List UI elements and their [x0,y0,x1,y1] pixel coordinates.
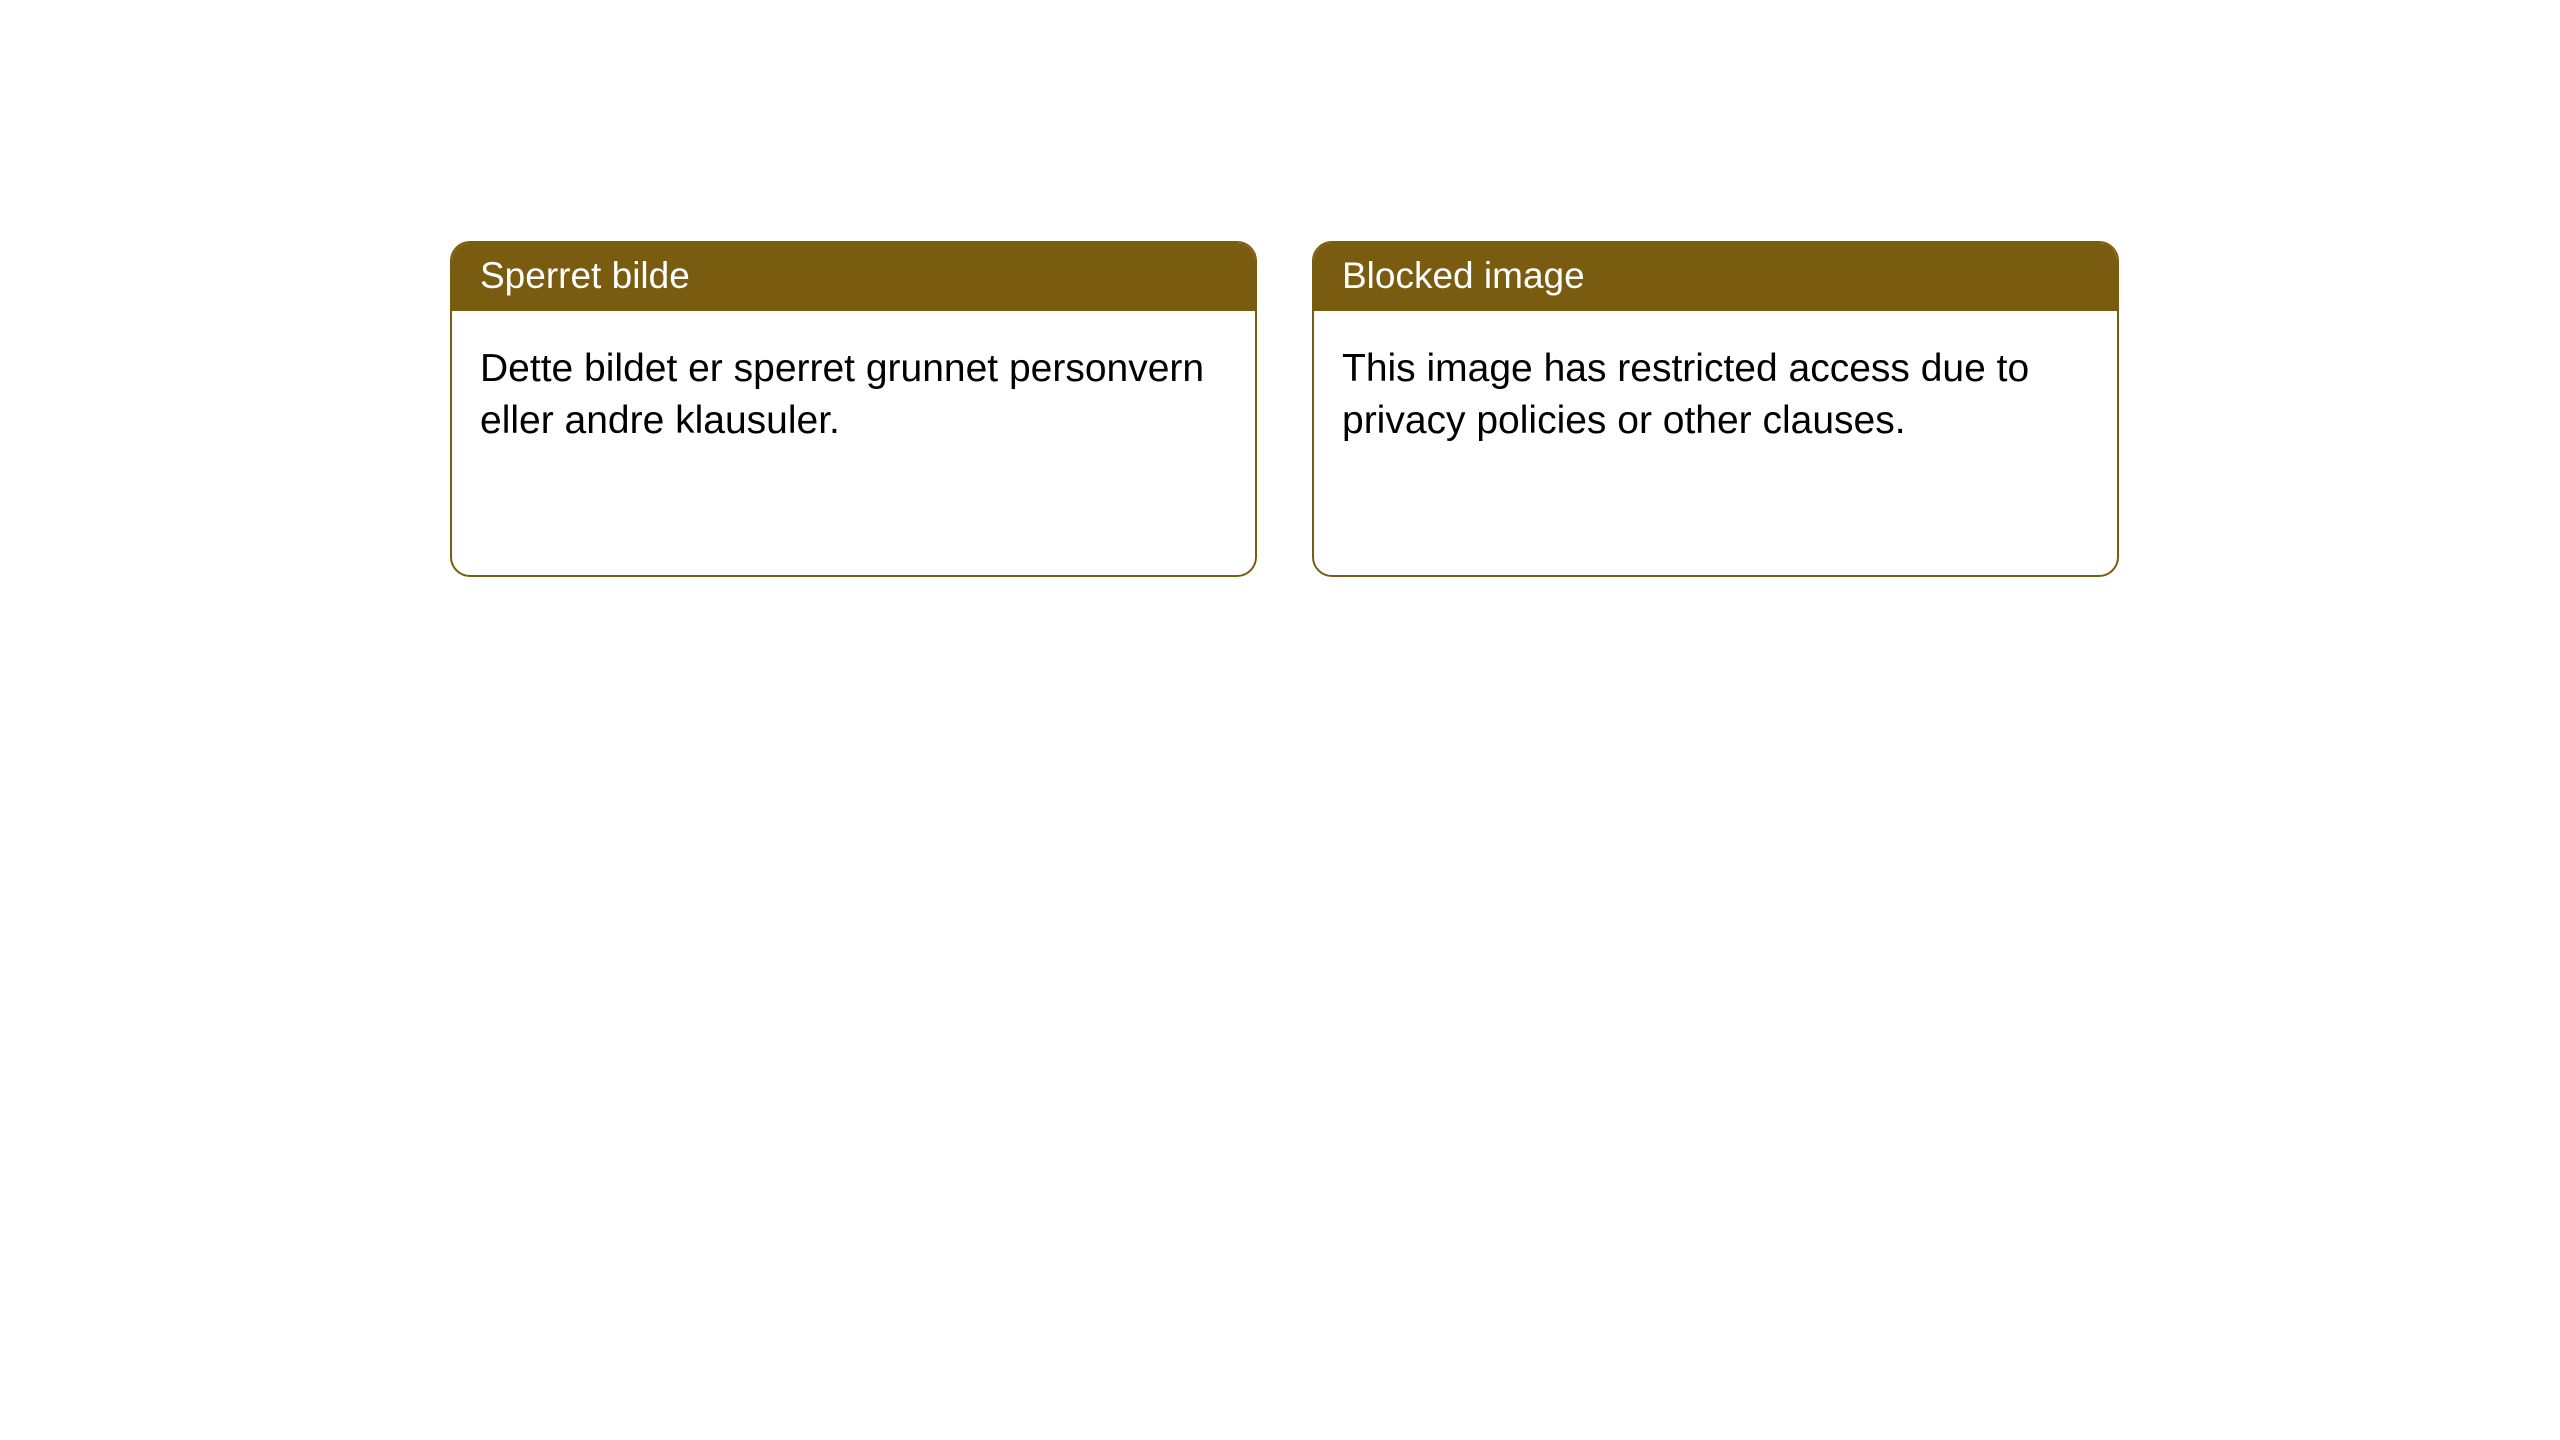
notice-body-english: This image has restricted access due to … [1314,311,2117,479]
notice-container: Sperret bilde Dette bildet er sperret gr… [450,241,2119,577]
notice-box-norwegian: Sperret bilde Dette bildet er sperret gr… [450,241,1257,577]
notice-box-english: Blocked image This image has restricted … [1312,241,2119,577]
notice-header-english: Blocked image [1314,243,2117,311]
notice-body-norwegian: Dette bildet er sperret grunnet personve… [452,311,1255,479]
notice-header-norwegian: Sperret bilde [452,243,1255,311]
